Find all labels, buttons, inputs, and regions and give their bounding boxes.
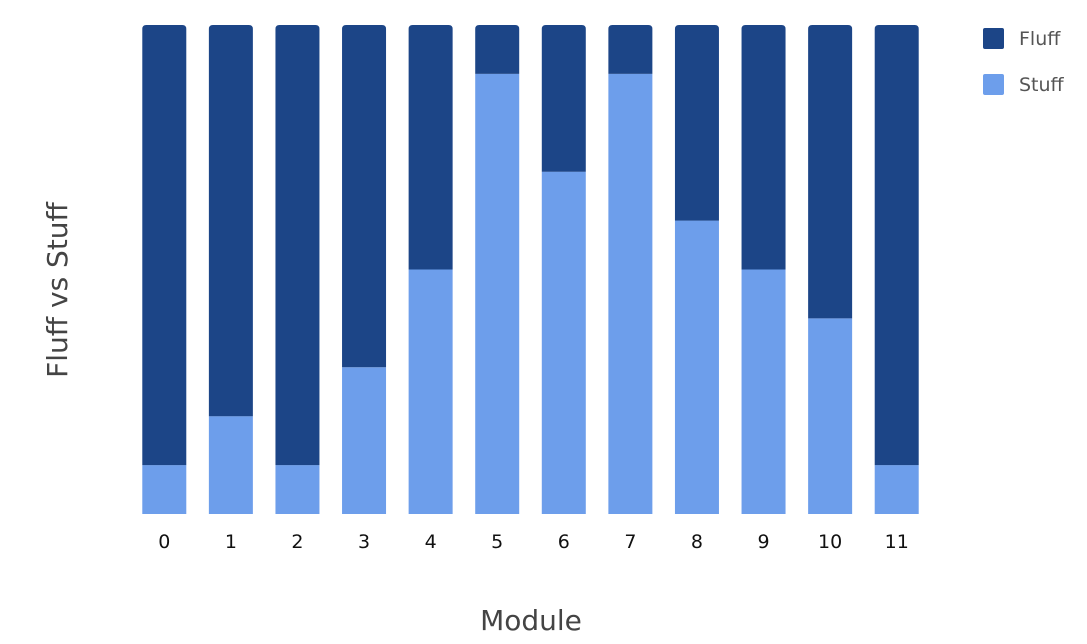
bar-fluff-10	[808, 25, 853, 319]
x-tick-label-3: 3	[358, 531, 370, 553]
bar-stuff-8	[674, 220, 719, 514]
x-tick-label-6: 6	[558, 531, 570, 553]
bar-fluff-8	[674, 25, 719, 221]
x-tick-label-11: 11	[885, 531, 909, 553]
bar-fluff-11	[874, 25, 919, 466]
x-tick-label-1: 1	[225, 531, 237, 553]
x-axis-title: Module	[480, 604, 582, 637]
bar-stuff-10	[808, 318, 853, 514]
bar-fluff-9	[741, 25, 786, 270]
legend-label-stuff: Stuff	[1019, 74, 1065, 96]
x-tick-label-10: 10	[818, 531, 842, 553]
legend: Fluff Stuff	[983, 28, 1065, 96]
x-tick-label-7: 7	[624, 531, 636, 553]
bar-fluff-1	[208, 25, 253, 417]
bars-group	[142, 25, 919, 515]
bar-stuff-7	[608, 73, 653, 515]
legend-label-fluff: Fluff	[1019, 28, 1061, 50]
x-tick-label-2: 2	[291, 531, 303, 553]
bar-fluff-6	[541, 25, 586, 172]
legend-swatch-fluff	[983, 28, 1004, 49]
bar-fluff-3	[342, 25, 387, 368]
legend-swatch-stuff	[983, 74, 1004, 95]
bar-fluff-2	[275, 25, 320, 466]
bar-stuff-4	[408, 269, 453, 514]
bar-fluff-5	[475, 25, 520, 74]
bar-fluff-4	[408, 25, 453, 270]
bar-fluff-0	[142, 25, 187, 466]
x-tick-labels: 0 1 2 3 4 5 6 7 8 9 10 11	[158, 531, 909, 553]
bar-stuff-3	[342, 367, 387, 514]
x-tick-label-8: 8	[691, 531, 703, 553]
bar-stuff-0	[142, 465, 187, 514]
bar-stuff-9	[741, 269, 786, 514]
y-axis-title: Fluff vs Stuff	[41, 201, 74, 377]
bar-stuff-5	[475, 73, 520, 515]
x-tick-label-5: 5	[491, 531, 503, 553]
bar-stuff-6	[541, 171, 586, 514]
x-tick-label-0: 0	[158, 531, 170, 553]
bar-fluff-7	[608, 25, 653, 74]
x-tick-label-4: 4	[425, 531, 437, 553]
bar-stuff-1	[208, 416, 253, 514]
x-tick-label-9: 9	[757, 531, 769, 553]
bar-stuff-2	[275, 465, 320, 514]
bar-stuff-11	[874, 465, 919, 514]
